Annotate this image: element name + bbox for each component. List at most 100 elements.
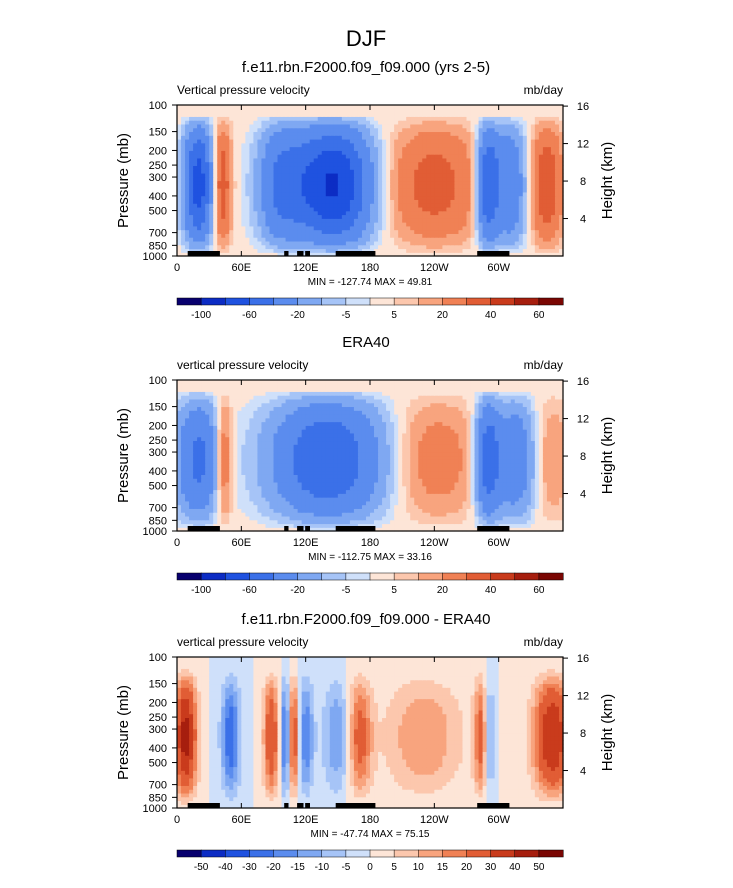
field-cell xyxy=(526,214,532,219)
field-cell xyxy=(353,105,359,110)
field-cell xyxy=(454,120,460,125)
field-cell xyxy=(241,146,246,151)
field-cell xyxy=(518,184,524,189)
field-cell xyxy=(333,195,339,200)
field-cell xyxy=(374,191,379,197)
field-cell xyxy=(281,172,287,178)
field-cell xyxy=(430,489,435,494)
field-cell xyxy=(502,493,508,498)
field-cell xyxy=(193,497,198,502)
field-cell xyxy=(353,112,359,117)
field-cell xyxy=(225,169,230,174)
field-cell xyxy=(265,180,271,185)
field-cell xyxy=(341,515,347,521)
field-cell xyxy=(253,135,259,140)
field-cell xyxy=(446,112,452,117)
field-cell xyxy=(418,527,423,532)
field-cell xyxy=(374,222,379,227)
field-cell xyxy=(554,161,560,167)
field-cell xyxy=(534,131,540,136)
field-cell xyxy=(550,169,556,174)
field-cell xyxy=(245,237,250,242)
field-cell xyxy=(430,165,435,170)
field-cell xyxy=(558,248,564,253)
field-cell xyxy=(386,504,391,509)
field-cell xyxy=(450,489,456,494)
field-cell xyxy=(357,123,363,129)
field-cell xyxy=(370,127,375,133)
field-cell xyxy=(197,138,202,144)
field-cell xyxy=(394,199,399,204)
field-cell xyxy=(217,138,222,144)
field-cell xyxy=(526,188,532,193)
field-cell xyxy=(510,138,516,144)
field-cell xyxy=(558,135,564,140)
field-cell xyxy=(201,131,206,136)
field-cell xyxy=(434,180,439,185)
field-cell xyxy=(181,146,186,151)
field-cell xyxy=(341,240,347,246)
field-cell xyxy=(321,172,327,178)
field-cell xyxy=(213,154,218,159)
field-cell xyxy=(402,131,407,136)
field-cell xyxy=(550,233,556,238)
field-cell xyxy=(177,222,182,227)
field-cell xyxy=(225,154,230,159)
field-cell xyxy=(225,206,230,212)
field-cell xyxy=(518,222,524,227)
field-cell xyxy=(478,161,484,167)
field-cell xyxy=(257,157,263,163)
field-cell xyxy=(221,146,226,151)
field-cell xyxy=(261,112,267,117)
field-cell xyxy=(374,188,379,193)
field-cell xyxy=(229,504,234,509)
field-cell xyxy=(442,191,447,197)
field-cell xyxy=(530,188,536,193)
field-cell xyxy=(474,146,480,151)
field-cell xyxy=(418,180,423,185)
field-cell xyxy=(221,493,226,498)
field-cell xyxy=(213,142,218,148)
field-cell xyxy=(542,172,548,178)
field-cell xyxy=(181,191,186,197)
field-cell xyxy=(241,527,246,532)
field-cell xyxy=(538,165,544,170)
field-cell xyxy=(325,233,331,238)
field-cell xyxy=(426,504,431,509)
field-cell xyxy=(554,105,560,110)
field-cell xyxy=(309,146,315,151)
field-cell xyxy=(273,203,279,208)
field-cell xyxy=(406,191,411,197)
field-cell xyxy=(325,120,331,125)
field-cell xyxy=(257,508,263,513)
field-cell xyxy=(361,214,367,219)
field-cell xyxy=(458,191,464,197)
field-cell xyxy=(434,135,439,140)
field-cell xyxy=(398,252,403,257)
field-cell xyxy=(289,112,295,117)
field-cell xyxy=(382,123,387,129)
field-cell xyxy=(534,176,540,182)
field-cell xyxy=(554,120,560,125)
field-cell xyxy=(317,523,323,528)
field-cell xyxy=(281,248,287,253)
field-cell xyxy=(506,188,512,193)
field-cell xyxy=(454,504,460,509)
field-cell xyxy=(466,519,472,525)
field-cell xyxy=(341,244,347,250)
field-cell xyxy=(261,108,267,114)
field-cell xyxy=(370,131,375,136)
field-cell xyxy=(546,218,552,223)
field-cell xyxy=(546,199,552,204)
field-cell xyxy=(546,248,552,253)
field-cell xyxy=(301,218,307,223)
field-cell xyxy=(277,203,283,208)
field-cell xyxy=(217,199,222,204)
field-cell xyxy=(309,512,315,517)
field-cell xyxy=(494,180,500,185)
field-cell xyxy=(341,493,347,498)
field-cell xyxy=(394,519,399,525)
field-cell xyxy=(285,105,291,110)
field-cell xyxy=(446,131,452,136)
field-cell xyxy=(494,508,500,513)
